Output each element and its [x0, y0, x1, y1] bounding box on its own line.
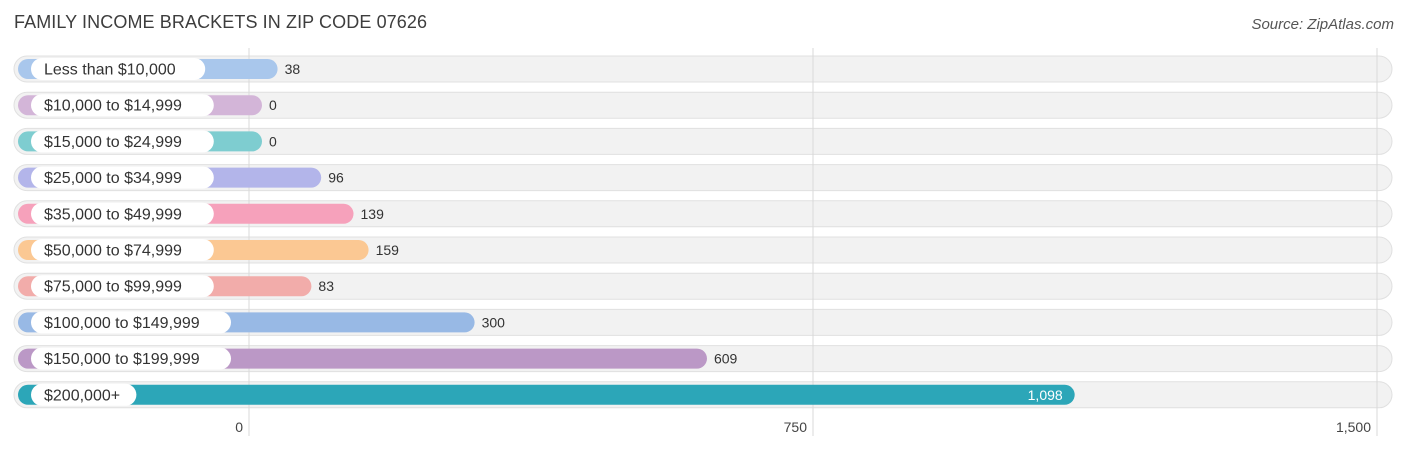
value-label: 38: [285, 61, 301, 77]
category-label: $35,000 to $49,999: [44, 206, 182, 223]
x-tick-label: 1,500: [1336, 419, 1371, 435]
row-track: [13, 127, 1393, 155]
row-track: [13, 55, 1393, 83]
category-label-bg: [31, 202, 214, 225]
value-label: 0: [269, 133, 277, 149]
chart-source: Source: ZipAtlas.com: [1251, 16, 1394, 33]
category-label: $150,000 to $199,999: [44, 351, 200, 368]
bar: [18, 384, 1075, 405]
value-label: 300: [482, 314, 506, 330]
category-label-bg: [31, 130, 214, 153]
category-label: $75,000 to $99,999: [44, 279, 182, 296]
row-track: [13, 272, 1393, 300]
category-label-bg: [31, 347, 231, 370]
row-track: [13, 164, 1393, 192]
category-label: Less than $10,000: [44, 62, 176, 79]
value-label: 159: [376, 242, 400, 258]
category-label: $50,000 to $74,999: [44, 243, 182, 260]
category-label-bg: [31, 383, 137, 406]
category-label-bg: [31, 311, 231, 334]
category-label-bg: [31, 166, 214, 189]
category-label: $15,000 to $24,999: [44, 134, 182, 151]
category-label-bg: [31, 58, 206, 80]
category-label: $100,000 to $149,999: [44, 315, 200, 332]
chart-title: FAMILY INCOME BRACKETS IN ZIP CODE 07626: [14, 12, 428, 32]
value-label: 1,098: [1028, 387, 1063, 403]
x-tick-label: 0: [235, 419, 243, 435]
value-label: 83: [318, 278, 334, 294]
category-label-bg: [31, 239, 214, 261]
value-label: 96: [328, 170, 344, 186]
category-label: $25,000 to $34,999: [44, 170, 182, 187]
category-label-bg: [31, 94, 214, 117]
category-label: $10,000 to $14,999: [44, 98, 182, 115]
category-label-bg: [31, 275, 214, 298]
value-label: 139: [361, 206, 385, 222]
category-label: $200,000+: [44, 387, 120, 404]
row-track: [13, 200, 1393, 228]
value-label: 0: [269, 97, 277, 113]
value-label: 609: [714, 351, 738, 367]
row-track: [13, 91, 1393, 119]
x-tick-label: 750: [784, 419, 808, 435]
